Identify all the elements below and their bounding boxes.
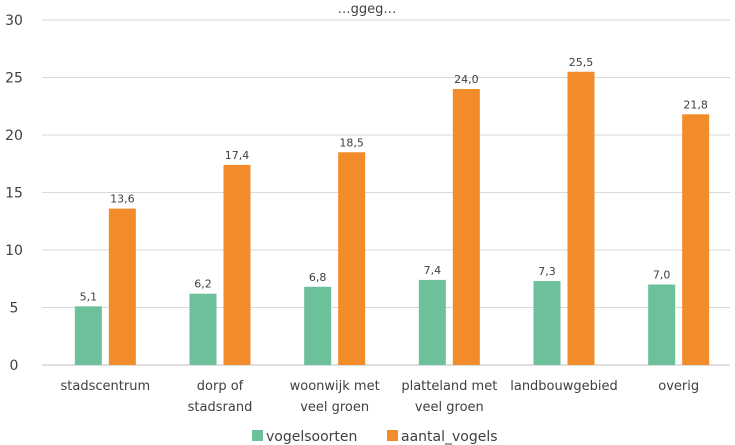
data-label: 7,3 <box>538 265 556 278</box>
bar-aantal_vogels <box>682 114 710 365</box>
category-label: platteland met <box>401 379 497 394</box>
data-label: 7,4 <box>424 264 442 277</box>
bar-vogelsoorten <box>74 306 102 365</box>
data-label: 18,5 <box>339 136 364 149</box>
data-labels: 5,1 13,6 6,2 17,4 6,8 18,5 7,4 24,0 7,3 25,5 7,0 21… <box>80 56 708 304</box>
gridlines <box>42 19 730 366</box>
category-label: veel groen <box>415 400 484 415</box>
legend-swatch-vogelsoorten <box>252 430 263 441</box>
bars <box>74 71 710 365</box>
y-tick-label: 30 <box>5 13 23 29</box>
category-label: stadscentrum <box>61 379 151 394</box>
chart-title: …ggeg… <box>338 2 397 17</box>
legend: vogelsoorten aantal_vogels <box>252 429 498 445</box>
category-label: landbouwgebied <box>510 379 618 394</box>
legend-label: vogelsoorten <box>266 429 357 445</box>
category-label: woonwijk met <box>290 379 380 394</box>
category-label: stadsrand <box>188 400 253 415</box>
category-label: veel groen <box>300 400 369 415</box>
data-label: 25,5 <box>569 56 594 69</box>
category-label: dorp of <box>197 379 244 394</box>
bar-aantal_vogels <box>223 164 251 365</box>
bar-aantal_vogels <box>452 89 480 365</box>
y-axis: 0 5 10 15 20 25 30 <box>5 13 23 374</box>
data-label: 21,8 <box>683 98 708 111</box>
bar-vogelsoorten <box>189 293 217 365</box>
bar-vogelsoorten <box>304 286 332 365</box>
y-tick-label: 10 <box>5 243 23 259</box>
y-tick-label: 5 <box>10 301 19 317</box>
x-axis: stadscentrum dorp of stadsrand woonwijk met… <box>61 379 700 415</box>
y-tick-label: 25 <box>5 71 23 87</box>
data-label: 6,8 <box>309 271 327 284</box>
data-label: 24,0 <box>454 73 479 86</box>
bar-vogelsoorten <box>418 279 446 365</box>
bar-aantal_vogels <box>567 71 595 365</box>
data-label: 6,2 <box>194 278 212 291</box>
bar-aantal_vogels <box>338 152 366 365</box>
y-tick-label: 15 <box>5 186 23 202</box>
data-label: 17,4 <box>225 149 250 162</box>
bar-aantal_vogels <box>108 208 136 365</box>
data-label: 5,1 <box>80 290 98 303</box>
data-label: 7,0 <box>653 269 671 282</box>
legend-label: aantal_vogels <box>401 429 498 445</box>
bar-vogelsoorten <box>533 281 561 365</box>
category-label: overig <box>658 379 699 394</box>
bar-vogelsoorten <box>648 284 676 365</box>
y-tick-label: 0 <box>10 358 19 374</box>
legend-swatch-aantal_vogels <box>387 430 398 441</box>
data-label: 13,6 <box>110 193 135 206</box>
y-tick-label: 20 <box>5 128 23 144</box>
